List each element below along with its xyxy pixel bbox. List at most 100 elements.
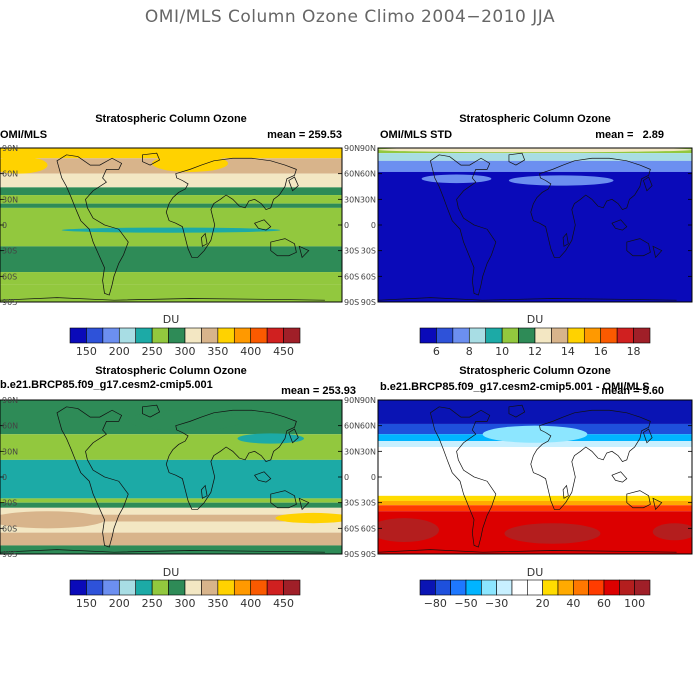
panel-left-label: OMI/MLS STD [380, 129, 452, 141]
colorbar-box [201, 327, 219, 344]
colorbar-tick-label: 300 [175, 345, 196, 358]
colorbar-box [436, 327, 454, 344]
contour-region [482, 425, 588, 443]
panel-omi-mls-std: Stratospheric Column Ozone OMI/MLS STD m… [360, 113, 693, 358]
map-field [0, 400, 342, 554]
contour-region [275, 512, 342, 524]
contour-band [0, 246, 342, 273]
latitude-axis: 90N 60N 30N 0 30S 60S 90S [360, 396, 692, 559]
colorbar-tick-label: −80 [424, 597, 447, 610]
colorbar-tick-label: 18 [627, 345, 641, 358]
colorbar-box [283, 327, 301, 344]
colorbar-box [217, 579, 235, 596]
colorbar-box [168, 327, 186, 344]
colorbar-box [102, 579, 120, 596]
contour-band [0, 187, 342, 196]
colorbar-box [266, 579, 284, 596]
lat-tick-label-right: 30N [344, 195, 360, 204]
map-field [378, 148, 692, 302]
contour-band [0, 207, 342, 247]
lat-tick-label: 30N [2, 447, 18, 456]
lat-tick-label-right: 60S [344, 272, 359, 281]
contour-band [0, 203, 342, 208]
lat-tick-label-right: 90N [344, 396, 360, 405]
lat-tick-label: 60S [2, 272, 17, 281]
panel-title: Stratospheric Column Ozone [95, 113, 247, 125]
colorbar-box [481, 579, 497, 596]
lat-tick-label-right: 30S [344, 499, 359, 508]
lat-tick-label: 60N [360, 422, 376, 431]
contour-band [0, 514, 342, 522]
colorbar-tick-label: 40 [566, 597, 580, 610]
lat-tick-label: 0 [371, 221, 376, 230]
contour-region [0, 511, 105, 529]
contour-band [0, 521, 342, 533]
contour-band [378, 505, 692, 512]
lat-tick-label-right: 60N [344, 170, 360, 179]
colorbar-box [496, 579, 513, 596]
colorbar-tick-label: 6 [433, 345, 440, 358]
colorbar-box [588, 579, 605, 596]
lat-tick-label-right: 0 [344, 221, 349, 230]
contour-region [504, 523, 601, 544]
colorbar-tick-label: −50 [454, 597, 477, 610]
lat-tick-label: 30S [361, 247, 376, 256]
lat-tick-label-right: 90N [344, 144, 360, 153]
colorbar-label: DU [527, 313, 544, 326]
colorbar-tick-label: 14 [561, 345, 575, 358]
colorbar-box [69, 579, 87, 596]
colorbar-box [501, 327, 519, 344]
contour-band [0, 173, 342, 188]
colorbar-box [527, 579, 543, 596]
contour-region [128, 410, 243, 431]
contour-band [0, 532, 342, 546]
contour-band [378, 160, 692, 172]
contour-band [0, 284, 342, 302]
contour-band [0, 498, 342, 503]
colorbar-box [250, 327, 268, 344]
contour-band [0, 459, 342, 499]
panel-model-minus-obs: Stratospheric Column Ozone b.e21.BRCP85.… [360, 365, 693, 610]
contour-band [0, 272, 342, 285]
contour-band [0, 502, 342, 508]
map-field [378, 400, 692, 554]
colorbar-box [534, 327, 552, 344]
panel-mean-label: mean = 5.60 [601, 385, 664, 397]
contour-region [0, 156, 48, 174]
lat-tick-label-right: 0 [344, 473, 349, 482]
contour-band [378, 495, 692, 501]
colorbar-box [69, 327, 87, 344]
colorbar-box [118, 327, 137, 344]
colorbar-tick-label: 200 [109, 597, 130, 610]
colorbar-tick-label: 150 [76, 597, 97, 610]
lat-tick-label: 30N [2, 195, 18, 204]
panel-left-label: OMI/MLS [0, 129, 47, 141]
contour-band [378, 447, 692, 496]
colorbar-box [511, 579, 528, 596]
colorbar-box [567, 327, 585, 344]
colorbar-box [184, 327, 202, 344]
contour-region [652, 523, 692, 541]
contour-band [378, 171, 692, 302]
colorbar-box [557, 579, 574, 596]
contour-band [378, 500, 692, 506]
colorbar-box [283, 579, 301, 596]
lat-tick-label: 90N [360, 396, 376, 405]
colorbar-label: DU [527, 566, 544, 579]
colorbar-box [600, 327, 618, 344]
colorbar-label: DU [163, 313, 180, 326]
contour-band [0, 545, 342, 554]
colorbar-tick-label: 350 [207, 597, 228, 610]
panel-omi-mls: Stratospheric Column Ozone OMI/MLS mean … [0, 113, 360, 358]
lat-tick-label: 30S [2, 247, 17, 256]
lat-tick-label-right: 90S [344, 298, 359, 307]
lat-tick-label-right: 90S [344, 550, 359, 559]
colorbar-tick-label: 300 [175, 597, 196, 610]
lat-tick-label: 90N [2, 144, 18, 153]
colorbar-box [266, 327, 284, 344]
colorbar-tick-label: 250 [142, 345, 163, 358]
colorbar-box [435, 579, 451, 596]
colorbar-tick-label: 150 [76, 345, 97, 358]
colorbar-box [135, 579, 153, 596]
